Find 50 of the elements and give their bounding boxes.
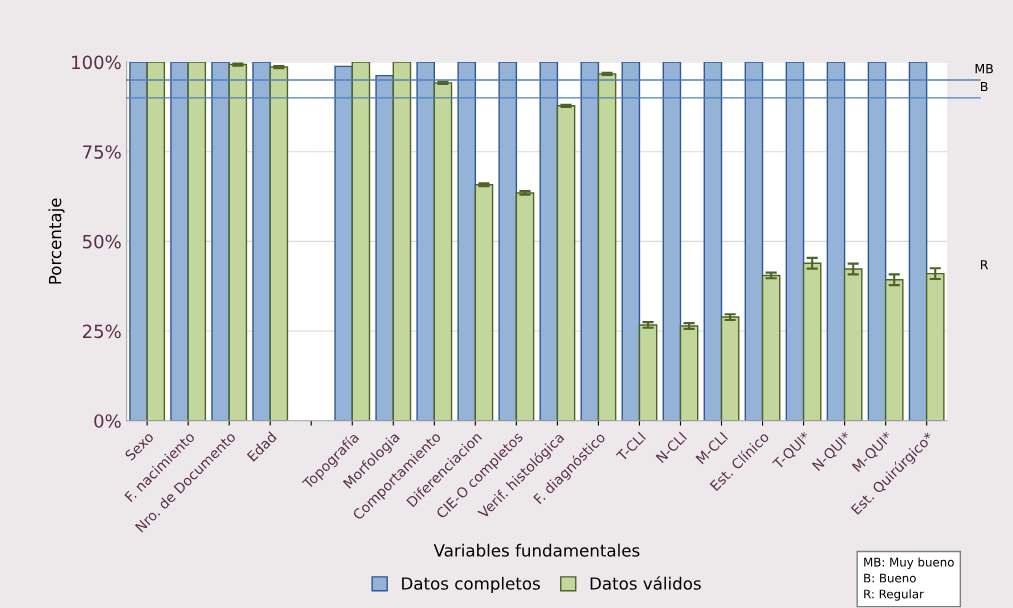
bar [252,62,271,421]
bar [170,62,189,421]
bar [515,192,535,421]
bar [392,62,412,421]
bar [597,73,617,421]
text: R [980,260,989,270]
bar [228,63,248,421]
bar [146,62,166,421]
bar [433,82,453,421]
bar [867,62,887,421]
bar [474,184,494,421]
bar [211,62,230,421]
y-tick-label: 100% [72,55,121,70]
bar [334,65,353,421]
y-tick-label: 75% [83,145,121,159]
bar [884,279,904,421]
bar [269,66,289,421]
ref-line-label: MB [975,64,993,74]
y-tick-label: 50% [83,234,121,249]
bar [351,62,371,421]
bar [843,268,863,421]
bar [556,105,576,421]
bar [720,316,740,421]
bar [375,74,394,421]
bar [638,324,658,421]
x-axis-title: Variables fundamentales [433,543,640,557]
bar [416,62,436,421]
y-tick-label: 25% [82,324,121,339]
bar [187,62,207,421]
y-tick-label: 0% [94,414,121,428]
bar [703,62,723,421]
bar [802,262,822,421]
bar [679,325,699,421]
bar [498,62,518,421]
ref-line-label: B [981,82,988,92]
bar [580,62,600,421]
bar [761,274,781,421]
bar [457,62,477,421]
legend-label: Datos completos [402,576,540,593]
bar [925,272,945,421]
y-axis-title: Porcentaje [48,198,65,284]
bar [744,62,764,421]
text: MB: Muy bueno B: Bueno R: Regular [864,557,954,601]
bar [908,62,928,421]
legend-label: Datos válidos [590,576,701,590]
bar [621,62,641,421]
bar [785,62,805,421]
bar [662,62,682,421]
bar [826,62,846,421]
bar [539,62,559,421]
